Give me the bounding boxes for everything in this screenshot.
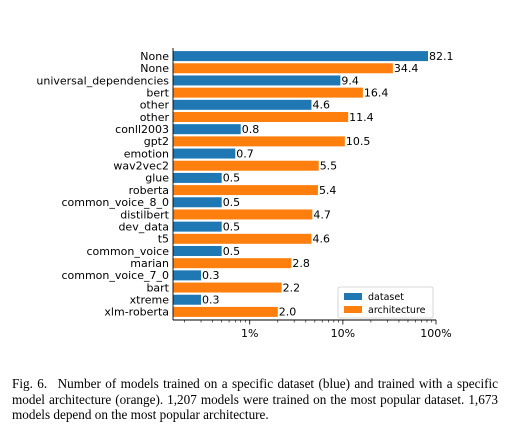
legend: dataset architecture	[337, 286, 434, 319]
bar-chart: NoneNoneuniversal_dependenciesbertothero…	[36, 48, 454, 340]
x-tick-label-1: 10%	[331, 327, 355, 340]
category-label-9: wav2vec2	[113, 160, 169, 173]
legend-label-architecture: architecture	[368, 305, 426, 316]
bar-dataset-20	[173, 294, 202, 305]
category-label-2: universal_dependencies	[36, 74, 169, 87]
value-label-8: 0.7	[236, 147, 254, 160]
value-label-18: 0.3	[202, 269, 220, 282]
x-tick-label-2: 100%	[420, 327, 451, 340]
category-label-5: other	[140, 111, 170, 124]
value-label-3: 16.4	[364, 86, 389, 99]
category-label-17: marian	[130, 257, 169, 270]
value-label-2: 9.4	[341, 74, 359, 87]
legend-label-dataset: dataset	[368, 292, 404, 303]
bar-dataset-10	[173, 172, 222, 183]
value-label-1: 34.4	[394, 62, 419, 75]
legend-swatch-architecture	[344, 306, 362, 313]
value-label-10: 0.5	[223, 172, 241, 185]
bar-architecture-7	[173, 136, 345, 147]
value-label-16: 0.5	[223, 245, 241, 258]
category-label-13: distilbert	[120, 208, 169, 221]
value-label-19: 2.2	[283, 281, 301, 294]
bar-dataset-0	[173, 51, 429, 62]
category-label-12: common_voice_8_0	[61, 196, 169, 209]
value-label-21: 2.0	[279, 306, 297, 319]
value-label-13: 4.7	[313, 208, 331, 221]
category-label-14: dev_data	[118, 220, 169, 233]
bar-architecture-13	[173, 209, 313, 220]
category-label-0: None	[140, 50, 169, 63]
category-label-16: common_voice	[86, 245, 169, 258]
category-label-4: other	[140, 99, 170, 112]
bar-dataset-8	[173, 148, 236, 159]
bar-architecture-3	[173, 87, 363, 98]
caption-text: Number of models trained on a specific d…	[12, 376, 499, 422]
bar-architecture-15	[173, 233, 312, 244]
category-label-3: bert	[146, 86, 169, 99]
caption-label: Fig. 6.	[12, 376, 48, 391]
bar-dataset-2	[173, 75, 341, 86]
value-label-9: 5.5	[320, 160, 338, 173]
bar-dataset-4	[173, 99, 312, 110]
category-label-11: roberta	[129, 184, 169, 197]
category-label-20: xtreme	[130, 294, 170, 307]
category-label-21: xlm-roberta	[104, 306, 169, 319]
figure-caption: Fig. 6. Number of models trained on a sp…	[12, 376, 498, 423]
bar-architecture-19	[173, 282, 282, 293]
value-label-4: 4.6	[312, 99, 330, 112]
category-label-8: emotion	[124, 147, 169, 160]
category-label-6: conll2003	[115, 123, 169, 136]
bar-dataset-6	[173, 124, 241, 135]
bar-architecture-21	[173, 306, 278, 317]
bar-dataset-18	[173, 270, 202, 281]
category-label-7: gpt2	[144, 135, 169, 148]
bar-dataset-12	[173, 197, 222, 208]
axes-group: 1% 10% 100%	[172, 48, 452, 340]
value-label-15: 4.6	[312, 233, 330, 246]
bar-dataset-16	[173, 246, 222, 256]
value-label-6: 0.8	[242, 123, 260, 136]
value-label-12: 0.5	[223, 196, 241, 209]
value-label-14: 0.5	[223, 220, 241, 233]
value-label-20: 0.3	[202, 294, 220, 307]
bar-dataset-14	[173, 221, 222, 232]
bar-architecture-1	[173, 63, 393, 74]
bar-architecture-9	[173, 160, 319, 171]
value-label-11: 5.4	[319, 184, 337, 197]
bar-architecture-5	[173, 112, 349, 122]
value-label-17: 2.8	[292, 257, 310, 270]
value-label-7: 10.5	[346, 135, 371, 148]
value-labels-group: 82.1 34.4 9.4 16.4 4.6 11.4 0.8 10.5 0.7 5.5 0.5 5.…	[202, 50, 453, 319]
bar-architecture-11	[173, 185, 318, 196]
category-label-19: bart	[146, 281, 169, 294]
x-tick-label-0: 1%	[241, 327, 258, 340]
value-label-0: 82.1	[429, 50, 454, 63]
category-label-1: None	[140, 62, 169, 75]
legend-swatch-dataset	[344, 293, 362, 300]
category-label-18: common_voice_7_0	[61, 269, 169, 282]
category-labels-group: NoneNoneuniversal_dependenciesbertothero…	[36, 50, 169, 319]
category-label-15: t5	[158, 233, 169, 246]
value-label-5: 11.4	[349, 111, 374, 124]
bar-architecture-17	[173, 258, 292, 269]
bars-group	[173, 51, 429, 317]
category-label-10: glue	[145, 172, 169, 185]
